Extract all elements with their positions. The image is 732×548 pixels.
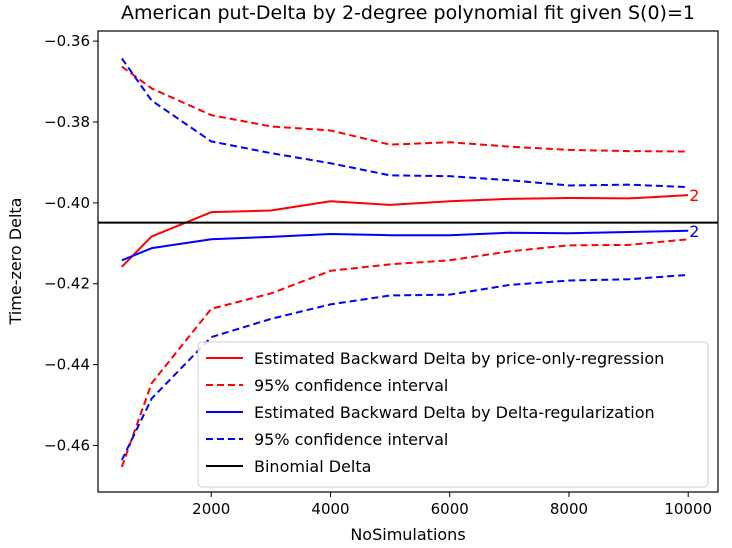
series-line-1 (121, 65, 689, 153)
x-tick-label: 4000 (311, 500, 349, 518)
legend-label: Estimated Backward Delta by price-only-r… (254, 349, 664, 368)
series-line-0 (121, 194, 689, 268)
series-line-4 (121, 57, 689, 189)
series-line-2 (120, 238, 689, 468)
legend-label: Binomial Delta (254, 457, 371, 476)
x-tick-label: 6000 (431, 500, 469, 518)
y-tick-label: −0.38 (44, 113, 90, 131)
series-end-label: 2 (689, 222, 699, 241)
y-tick-label: −0.40 (44, 194, 90, 212)
series-line-5 (120, 273, 689, 461)
x-axis-title: NoSimulations (350, 525, 465, 544)
chart-title: American put-Delta by 2-degree polynomia… (121, 2, 695, 24)
legend: Estimated Backward Delta by price-only-r… (197, 341, 709, 488)
y-tick-label: −0.42 (44, 275, 90, 293)
x-tick-label: 8000 (550, 500, 588, 518)
y-axis-title: Time-zero Delta (6, 198, 25, 326)
legend-label: 95% confidence interval (254, 430, 448, 449)
x-tick-label: 10000 (664, 500, 712, 518)
legend-box (197, 341, 709, 488)
y-tick-label: −0.36 (44, 32, 90, 50)
y-tick-label: −0.46 (44, 436, 90, 454)
legend-label: 95% confidence interval (254, 376, 448, 395)
series-line-3 (121, 229, 689, 262)
plot-frame (97, 30, 719, 493)
x-tick-label: 2000 (192, 500, 230, 518)
series-end-label: 2 (689, 186, 699, 205)
y-tick-label: −0.44 (44, 356, 90, 374)
legend-label: Estimated Backward Delta by Delta-regula… (254, 403, 655, 422)
